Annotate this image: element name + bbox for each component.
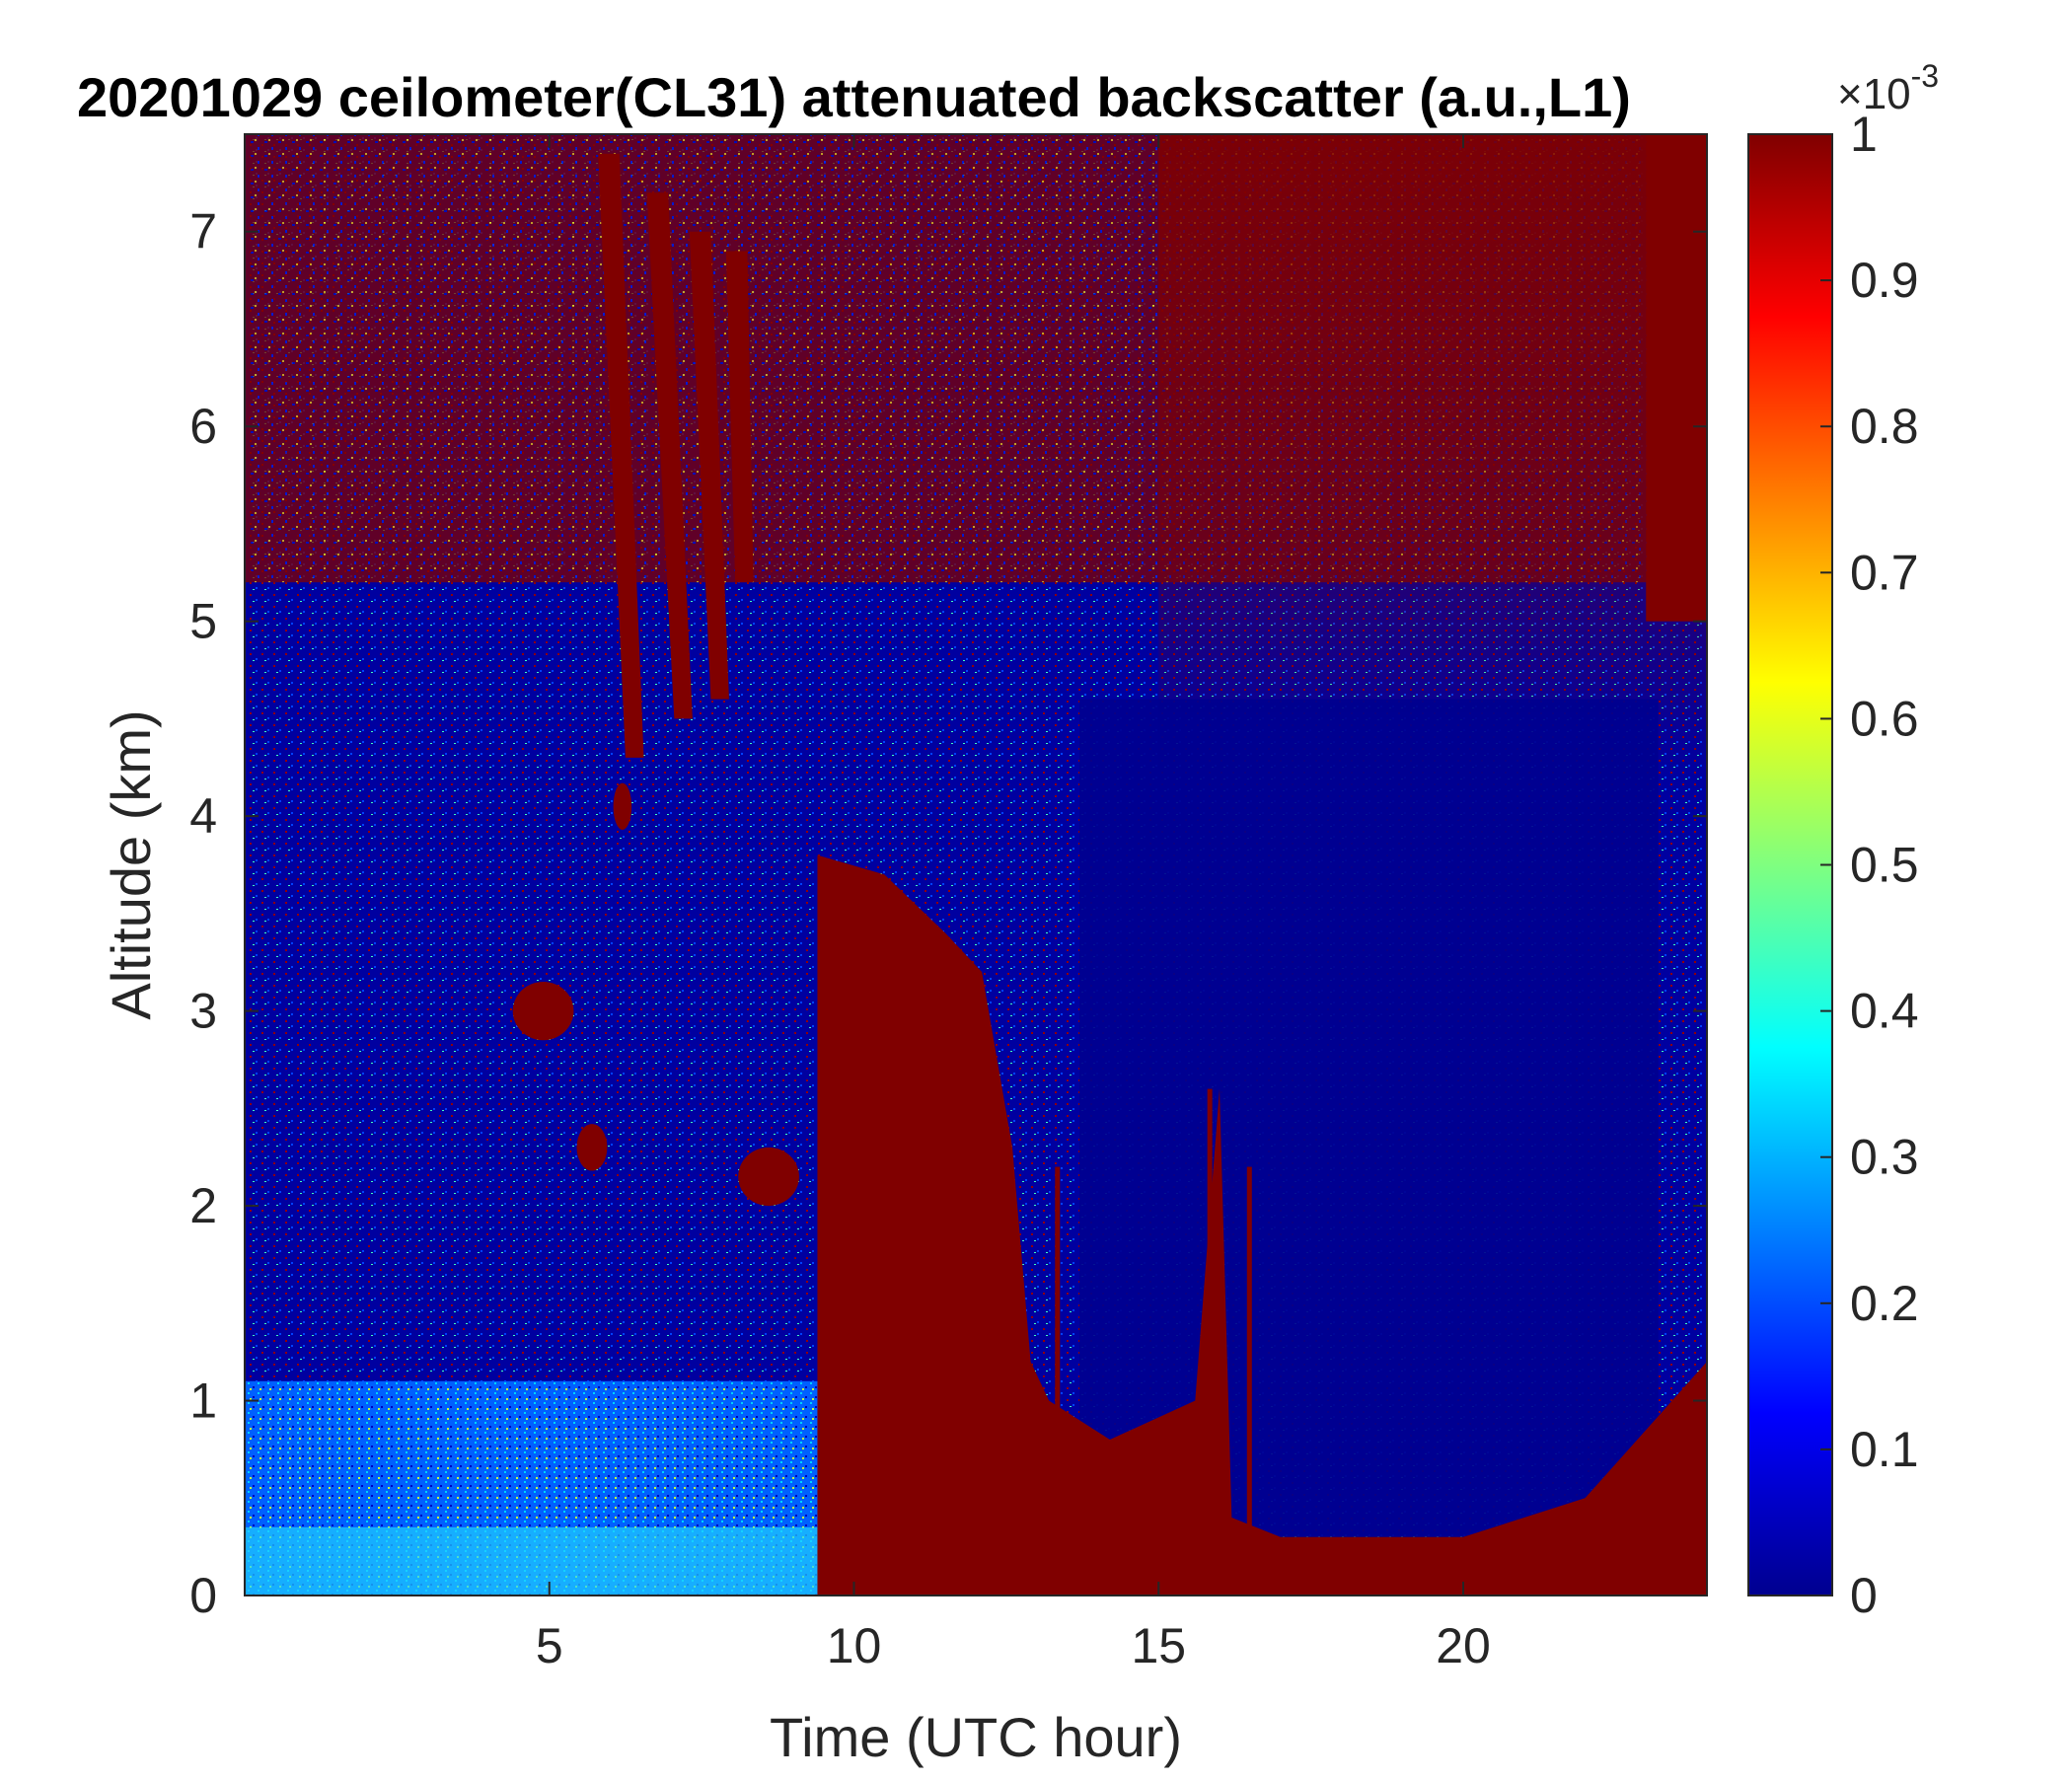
colorbar-tick-label-6: 0.6 (1850, 691, 1919, 746)
heatmap-blob-1 (576, 1124, 608, 1171)
y-tick-label-2: 2 (189, 1178, 217, 1233)
y-axis: 0 1 2 3 4 5 6 7 (189, 204, 1707, 1623)
y-tick-label-6: 6 (189, 399, 217, 454)
colorbar-tick-label-3: 0.3 (1850, 1130, 1919, 1185)
y-tick-label-3: 3 (189, 984, 217, 1039)
y-tick-label-5: 5 (189, 594, 217, 649)
x-tick-label-0: 5 (536, 1618, 563, 1673)
chart-title: 20201029 ceilometer(CL31) attenuated bac… (77, 66, 1631, 128)
heatmap-blob-0 (512, 981, 574, 1041)
heatmap-right-edge (1646, 134, 1707, 622)
y-tick-label-1: 1 (189, 1373, 217, 1429)
heatmap-spike-2 (1246, 1166, 1252, 1537)
colorbar-tick-label-1: 0.1 (1850, 1422, 1919, 1477)
colorbar-tick-label-8: 0.8 (1850, 399, 1919, 454)
colorbar: 0 0.1 0.2 0.3 0.4 0.5 0.6 0.7 0.8 0.9 1 (1747, 107, 1919, 1623)
heatmap-cloud-streak-2 (689, 231, 729, 700)
heatmap-upper-right-noise (1158, 134, 1707, 778)
colorbar-tick-label-9: 0.9 (1850, 253, 1919, 308)
x-tick-label-2: 15 (1131, 1618, 1186, 1673)
x-axis-label: Time (UTC hour) (770, 1706, 1182, 1768)
colorbar-tick-label-5: 0.5 (1850, 838, 1919, 893)
heatmap-cloud-streak-1 (646, 192, 693, 719)
heatmap-cloud-streak-0 (598, 153, 644, 758)
colorbar-exponent: ×10-3 (1837, 58, 1939, 118)
plot-area (244, 133, 1708, 1596)
x-axis: 5 10 15 20 (536, 134, 1491, 1673)
colorbar-gradient (1747, 133, 1833, 1596)
y-tick-label-4: 4 (189, 788, 217, 844)
colorbar-tick-label-4: 0.4 (1850, 984, 1919, 1039)
y-axis-label: Altitude (km) (100, 709, 162, 1019)
heatmap-spike-1 (1207, 1088, 1213, 1537)
y-tick-label-0: 0 (189, 1568, 217, 1623)
heatmap-cloud-streak-3 (725, 251, 754, 583)
colorbar-ticks: 0 0.1 0.2 0.3 0.4 0.5 0.6 0.7 0.8 0.9 1 (1820, 107, 1919, 1623)
heatmap-low-signal (1078, 699, 1659, 1537)
y-tick-label-7: 7 (189, 204, 217, 260)
colorbar-tick-label-10: 1 (1850, 107, 1878, 162)
heatmap-blob-3 (613, 782, 632, 830)
heatmap-blob-2 (738, 1147, 799, 1207)
heatmap (245, 134, 1707, 1595)
colorbar-tick-label-0: 0 (1850, 1568, 1878, 1623)
x-tick-label-1: 10 (827, 1618, 882, 1673)
heatmap-spike-0 (1055, 1166, 1061, 1537)
x-tick-label-3: 20 (1436, 1618, 1491, 1673)
plot-frame (244, 133, 1708, 1596)
colorbar-tick-label-7: 0.7 (1850, 545, 1919, 600)
colorbar-tick-label-2: 0.2 (1850, 1276, 1919, 1331)
heatmap-cloud-block (817, 854, 1707, 1595)
